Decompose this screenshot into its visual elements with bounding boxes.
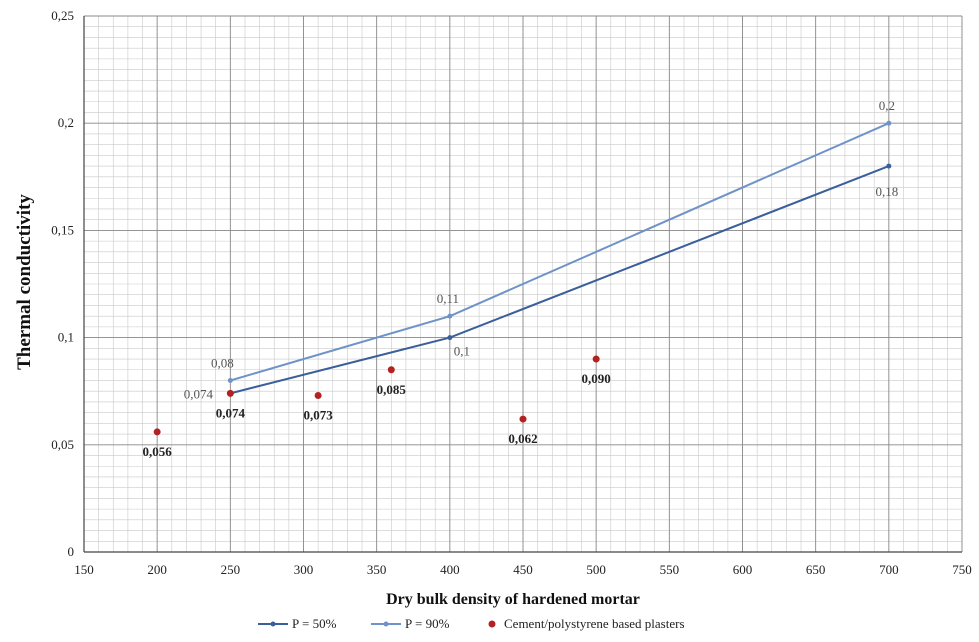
x-tick-label: 200 [147,562,167,577]
legend-label: P = 50% [292,616,337,631]
x-tick-label: 300 [294,562,314,577]
y-tick-label: 0,05 [51,437,74,452]
x-tick-label: 350 [367,562,387,577]
line-point [886,120,892,126]
legend-point-marker [270,621,276,627]
x-axis-label: Dry bulk density of hardened mortar [386,591,640,608]
scatter-point [592,355,600,363]
scatter-data-label: 0,090 [582,371,611,386]
line-point [886,163,892,169]
legend-point-marker [383,621,389,627]
line-point [447,335,453,341]
y-tick-label: 0 [68,544,75,559]
y-tick-label: 0,1 [58,330,74,345]
line-data-label: 0,08 [211,355,234,370]
x-tick-label: 700 [879,562,899,577]
x-tick-label: 550 [660,562,680,577]
x-tick-label: 650 [806,562,826,577]
legend-label: Cement/polystyrene based plasters [504,616,685,631]
y-axis-label: Thermal conductivity [14,194,35,370]
scatter-point [153,428,161,436]
legend-label: P = 90% [405,616,450,631]
y-tick-label: 0,2 [58,115,74,130]
line-data-label: 0,2 [879,98,895,113]
line-data-label: 0,074 [184,386,214,401]
y-tick-label: 0,25 [51,8,74,23]
x-tick-labels: 150 200 250 300 350 400 450 500 550 600 650 700 750 [74,562,972,577]
series-points [153,120,892,436]
line-data-label: 0,18 [875,184,898,199]
scatter-point [226,389,234,397]
x-tick-label: 250 [221,562,241,577]
line-point [227,377,233,383]
scatter-data-label: 0,074 [216,405,246,420]
x-tick-label: 600 [733,562,753,577]
scatter-data-label: 0,062 [508,431,537,446]
axes [83,16,962,553]
scatter-point [519,415,527,423]
line-data-label: 0,1 [454,344,470,359]
data-labels: 0,074 0,1 0,18 0,08 0,11 0,2 0,056 0,074 0,073 0,… [143,98,899,459]
y-tick-label: 0,15 [51,222,74,237]
x-tick-label: 500 [586,562,606,577]
scatter-point [387,366,395,374]
legend: P = 50% P = 90% Cement/polystyrene based p… [258,616,685,631]
scatter-data-label: 0,073 [304,407,334,422]
x-tick-label: 150 [74,562,94,577]
x-tick-label: 450 [513,562,533,577]
legend-point-marker [488,620,496,628]
line-data-label: 0,11 [437,291,459,306]
x-tick-label: 400 [440,562,460,577]
y-tick-labels: 0 0,05 0,1 0,15 0,2 0,25 [51,8,74,559]
series-lines [230,122,890,395]
x-tick-label: 750 [952,562,972,577]
line-point [447,313,453,319]
scatter-data-label: 0,085 [377,382,407,397]
scatter-point [314,391,322,399]
scatter-data-label: 0,056 [143,444,173,459]
